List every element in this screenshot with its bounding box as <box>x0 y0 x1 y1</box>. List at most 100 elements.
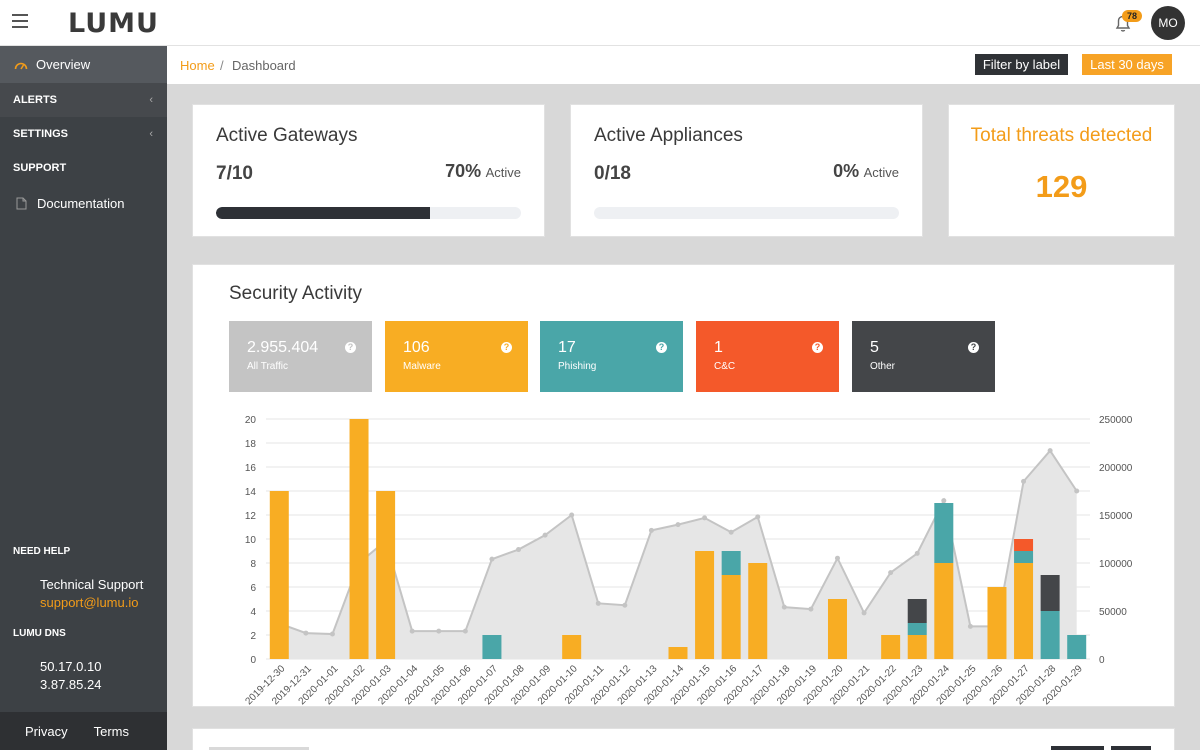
sidebar-item-settings[interactable]: SETTINGS ‹ <box>0 117 167 151</box>
dns-address: 50.17.0.10 <box>40 659 102 674</box>
bar-malware <box>668 647 688 659</box>
tile-label: Other <box>870 361 896 372</box>
help-icon[interactable]: ? <box>656 342 667 353</box>
menu-icon[interactable] <box>12 14 28 28</box>
tile-all-traffic[interactable]: 2.955.404 All Traffic ? <box>229 321 372 392</box>
gateways-ratio: 7/10 <box>216 163 253 184</box>
gateways-progress-bar <box>216 207 521 219</box>
help-icon[interactable]: ? <box>812 342 823 353</box>
bar-malware <box>934 563 954 659</box>
section-title: Security Activity <box>229 283 363 304</box>
card-button[interactable] <box>1051 746 1104 750</box>
sidebar-item-label: Documentation <box>37 195 125 211</box>
sidebar-item-overview[interactable]: Overview <box>0 46 167 83</box>
traffic-point <box>781 604 787 610</box>
bar-cc <box>1014 539 1034 551</box>
sidebar-item-label: SETTINGS <box>13 128 69 140</box>
bar-malware <box>269 491 289 659</box>
y-tick-label-left: 12 <box>245 511 257 522</box>
bar-malware <box>1014 563 1034 659</box>
y-tick-label-left: 0 <box>250 655 256 666</box>
avatar[interactable]: MO <box>1151 6 1185 40</box>
sidebar-item-alerts[interactable]: ALERTS ‹ <box>0 83 167 117</box>
tile-other[interactable]: 5 Other ? <box>852 321 995 392</box>
traffic-point <box>648 527 654 533</box>
help-icon[interactable]: ? <box>501 342 512 353</box>
traffic-point <box>542 532 548 538</box>
tile-value: 106 <box>403 339 430 356</box>
threats-value: 129 <box>1035 169 1088 204</box>
bar-phishing <box>907 623 927 635</box>
filter-by-label-button[interactable]: Filter by label <box>975 54 1068 75</box>
bar-phishing <box>721 551 741 575</box>
card-title: Active Gateways <box>216 125 358 146</box>
bar-malware <box>721 575 741 659</box>
y-tick-label-left: 8 <box>250 559 256 570</box>
bar-malware <box>376 491 396 659</box>
breadcrumb-home[interactable]: Home <box>180 58 215 73</box>
card-title: Active Appliances <box>594 125 743 146</box>
card-title-placeholder <box>209 747 309 750</box>
bar-phishing <box>934 503 954 563</box>
y-tick-label-left: 6 <box>250 583 256 594</box>
help-contact-name: Technical Support <box>40 577 144 592</box>
traffic-point <box>1074 488 1080 494</box>
y-tick-label-right: 0 <box>1099 655 1105 666</box>
privacy-link[interactable]: Privacy <box>25 723 68 739</box>
logo[interactable]: LUMU <box>68 8 159 39</box>
breadcrumb-current: Dashboard <box>232 58 296 73</box>
traffic-point <box>967 623 973 629</box>
appliances-progress-bar <box>594 207 899 219</box>
sidebar-item-label: Overview <box>36 57 91 72</box>
sidebar-footer: Privacy Terms <box>0 712 167 750</box>
tile-value: 17 <box>558 339 576 356</box>
help-icon[interactable]: ? <box>968 342 979 353</box>
threats-card: Total threats detected 129 <box>948 104 1175 237</box>
security-activity-card: Security Activity 2.955.404 All Traffic … <box>192 264 1175 707</box>
active-label: Active <box>863 165 899 180</box>
bar-malware <box>349 419 369 659</box>
notification-badge: 78 <box>1122 10 1143 22</box>
bottom-card <box>192 728 1175 750</box>
y-tick-label-left: 10 <box>245 535 257 546</box>
tile-phishing[interactable]: 17 Phishing ? <box>540 321 683 392</box>
top-bar: LUMU 78 MO <box>0 0 1200 46</box>
appliances-ratio: 0/18 <box>594 163 631 184</box>
tile-label: Phishing <box>558 361 597 372</box>
y-tick-label-left: 20 <box>245 415 257 426</box>
date-range-button[interactable]: Last 30 days <box>1082 54 1172 75</box>
bar-phishing <box>1067 635 1087 659</box>
bar-malware <box>695 551 715 659</box>
y-tick-label-right: 100000 <box>1099 559 1133 570</box>
y-tick-label-right: 50000 <box>1099 607 1127 618</box>
breadcrumb: Home / Dashboard Filter by label Last 30… <box>167 46 1200 84</box>
sidebar-item-documentation[interactable]: Documentation <box>0 185 167 221</box>
tile-value: 1 <box>714 339 723 356</box>
tile-label: Malware <box>403 361 441 372</box>
dns-title: LUMU DNS <box>13 628 66 639</box>
help-icon[interactable]: ? <box>345 342 356 353</box>
bar-other <box>1040 575 1060 611</box>
traffic-point <box>569 512 575 518</box>
tile-malware[interactable]: 106 Malware ? <box>385 321 528 392</box>
bar-malware <box>987 587 1007 659</box>
terms-link[interactable]: Terms <box>93 723 130 739</box>
y-tick-label-left: 14 <box>245 487 257 498</box>
bar-malware <box>827 599 847 659</box>
bar-malware <box>562 635 582 659</box>
y-tick-label-right: 150000 <box>1099 511 1133 522</box>
traffic-point <box>595 600 601 606</box>
help-email-link[interactable]: support@lumu.io <box>40 595 139 610</box>
traffic-point <box>702 515 708 521</box>
appliances-card: Active Appliances 0/18 0% Active <box>570 104 923 237</box>
bar-phishing <box>1040 611 1060 659</box>
dns-address: 3.87.85.24 <box>40 677 102 692</box>
traffic-point <box>808 606 814 612</box>
tile-cc[interactable]: 1 C&C ? <box>696 321 839 392</box>
security-activity-chart: 0 2 4 6 8 10 12 14 16 18 20 0 50000 100000 150000 20000… <box>243 415 1133 705</box>
card-button[interactable] <box>1111 746 1151 750</box>
sidebar-item-label: SUPPORT <box>13 162 67 174</box>
breadcrumb-separator: / <box>220 58 224 73</box>
sidebar-section-support: SUPPORT <box>0 151 167 185</box>
traffic-point <box>755 514 761 520</box>
